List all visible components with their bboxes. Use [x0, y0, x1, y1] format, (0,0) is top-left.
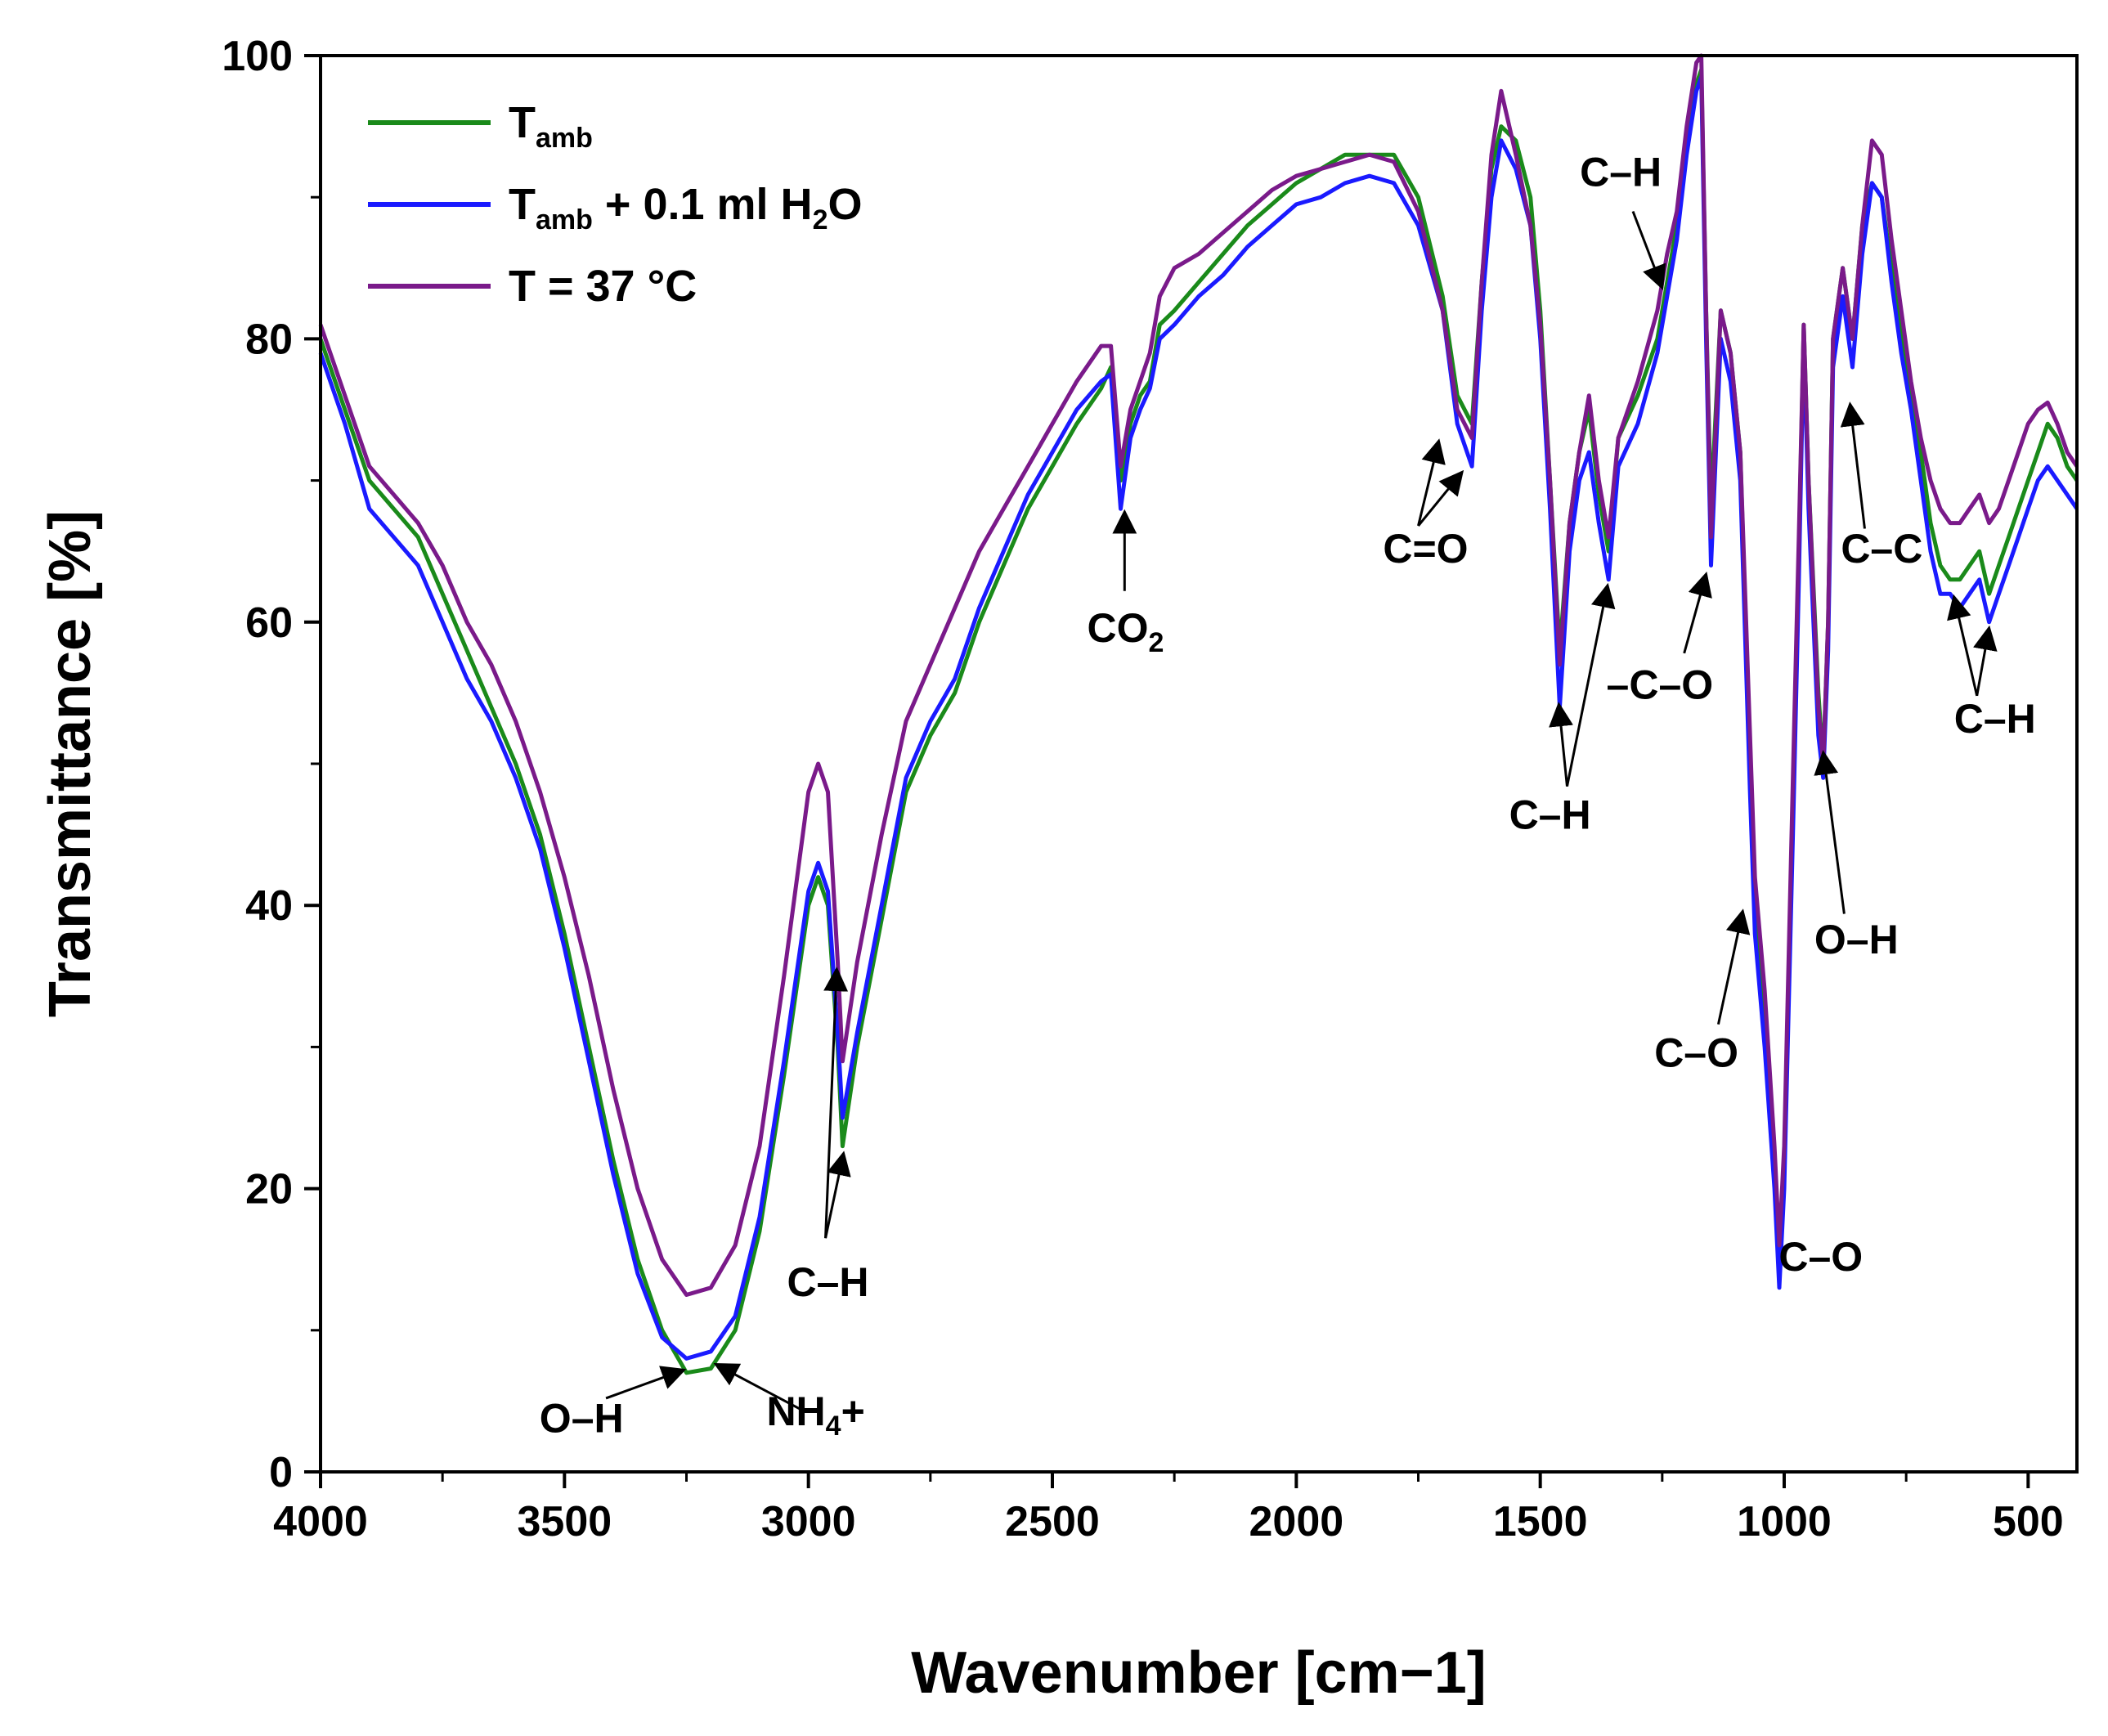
- legend-label: Tamb + 0.1 ml H2O: [509, 180, 863, 236]
- series-line-2: [318, 53, 2079, 1297]
- annotation-label: C–H: [1580, 149, 1662, 195]
- annotation-arrow: [1566, 582, 1616, 787]
- x-tick-label: 2500: [1005, 1498, 1100, 1545]
- annotation-label: NH4+: [766, 1388, 864, 1442]
- annotation-oh-3400: O–H: [540, 1366, 687, 1442]
- y-tick-label: 0: [269, 1449, 293, 1496]
- x-tick-label: 500: [1993, 1498, 2064, 1545]
- annotation-ch-1250: C–H: [1580, 149, 1666, 290]
- annotation-arrow: [1631, 210, 1666, 290]
- legend-label: Tamb: [509, 98, 593, 154]
- legend-entry-1: Tamb + 0.1 ml H2O: [368, 180, 863, 236]
- annotation-arrow: [1683, 572, 1712, 654]
- annotation-label: C–O: [1778, 1234, 1863, 1280]
- annotation-ch-2900: C–H: [787, 967, 869, 1305]
- annotation-label: C=O: [1383, 526, 1468, 572]
- annotation-arrow: [1417, 469, 1464, 527]
- y-tick-label: 80: [245, 316, 293, 363]
- legend: Tamb Tamb + 0.1 ml H2O T = 37 °C: [368, 98, 863, 311]
- annotation-arrow: [1814, 750, 1846, 914]
- annotation-arrow: [1716, 908, 1751, 1025]
- annotation-arrow: [1840, 401, 1866, 529]
- annotation-arrow: [824, 1151, 851, 1239]
- annotation-arrow: [1973, 625, 1998, 697]
- legend-entry-2: T = 37 °C: [368, 262, 697, 311]
- annotation-arrow: [1549, 702, 1573, 787]
- annotation-arrow: [713, 1362, 802, 1411]
- x-tick-label: 3500: [517, 1498, 612, 1545]
- annotation-label: O–H: [1814, 917, 1899, 962]
- annotation-label: C–H: [1954, 696, 2036, 742]
- annotation-nh4: NH4+: [713, 1362, 865, 1442]
- annotation-arrow: [1947, 594, 1979, 697]
- annotation-label: CO2: [1088, 605, 1164, 658]
- annotation-label: C–H: [787, 1259, 869, 1305]
- y-tick-label: 40: [245, 882, 293, 930]
- annotation-co-1070: C–O: [1654, 908, 1751, 1076]
- x-tick-label: 3000: [761, 1498, 856, 1545]
- x-tick-label: 2000: [1249, 1498, 1343, 1545]
- x-tick-label: 4000: [273, 1498, 368, 1545]
- annotation-ch-1450: C–H: [1509, 582, 1616, 838]
- series-lines: [318, 53, 2079, 1375]
- tick-labels: 4000 3500 3000 2500 2000 1500 1000 500 0 20 40 60 80…: [222, 33, 2063, 1545]
- y-axis-title: Transmittance [%]: [38, 510, 103, 1017]
- y-tick-label: 60: [245, 599, 293, 647]
- annotation-co-1010: C–O: [1778, 1234, 1863, 1280]
- annotation-label: C–C: [1841, 526, 1922, 572]
- annotation-arrow: [605, 1366, 687, 1400]
- legend-entry-0: Tamb: [368, 98, 593, 154]
- annotation-co2: CO2: [1088, 509, 1164, 658]
- annotation-cc-840: C–C: [1840, 401, 1922, 572]
- y-tick-label: 20: [245, 1166, 293, 1213]
- x-tick-label: 1500: [1493, 1498, 1588, 1545]
- annotation-ch-600: C–H: [1947, 594, 2036, 742]
- annotation-label: –C–O: [1607, 662, 1714, 707]
- annotation-co-1150: –C–O: [1607, 572, 1714, 707]
- annotation-oh-920: O–H: [1814, 750, 1899, 962]
- annotation-label: C–H: [1509, 792, 1591, 838]
- annotation-arrow: [1417, 438, 1446, 527]
- legend-label: T = 37 °C: [509, 262, 697, 311]
- annotation-label: C–O: [1654, 1030, 1738, 1076]
- plot-frame: [319, 54, 2079, 1474]
- annotation-arrow: [823, 967, 849, 1239]
- annotation-label: O–H: [540, 1396, 624, 1442]
- x-tick-label: 1000: [1737, 1498, 1832, 1545]
- annotations: O–H NH4+ C–H CO2 C=O C–H C–H –C–O C–O C–O O–H C–C C–…: [540, 149, 2036, 1442]
- y-tick-label: 100: [222, 33, 293, 80]
- annotation-co-carbonyl: C=O: [1383, 438, 1469, 572]
- x-axis-title: Wavenumber [cm−1]: [911, 1640, 1487, 1706]
